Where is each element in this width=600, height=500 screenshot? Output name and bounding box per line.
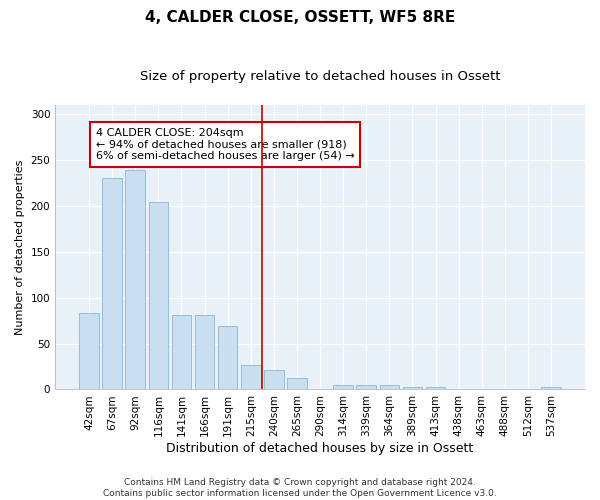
- Y-axis label: Number of detached properties: Number of detached properties: [15, 160, 25, 335]
- Bar: [241, 364, 260, 390]
- Title: Size of property relative to detached houses in Ossett: Size of property relative to detached ho…: [140, 70, 500, 83]
- Text: Contains HM Land Registry data © Crown copyright and database right 2024.
Contai: Contains HM Land Registry data © Crown c…: [103, 478, 497, 498]
- Bar: [380, 385, 399, 390]
- Bar: [103, 178, 122, 390]
- Bar: [426, 386, 445, 390]
- Text: 4 CALDER CLOSE: 204sqm
← 94% of detached houses are smaller (918)
6% of semi-det: 4 CALDER CLOSE: 204sqm ← 94% of detached…: [96, 128, 355, 161]
- X-axis label: Distribution of detached houses by size in Ossett: Distribution of detached houses by size …: [166, 442, 474, 455]
- Bar: [541, 386, 561, 390]
- Bar: [264, 370, 284, 390]
- Text: 4, CALDER CLOSE, OSSETT, WF5 8RE: 4, CALDER CLOSE, OSSETT, WF5 8RE: [145, 10, 455, 25]
- Bar: [79, 314, 99, 390]
- Bar: [403, 386, 422, 390]
- Bar: [218, 326, 238, 390]
- Bar: [125, 170, 145, 390]
- Bar: [172, 315, 191, 390]
- Bar: [334, 385, 353, 390]
- Bar: [287, 378, 307, 390]
- Bar: [356, 385, 376, 390]
- Bar: [149, 202, 168, 390]
- Bar: [195, 315, 214, 390]
